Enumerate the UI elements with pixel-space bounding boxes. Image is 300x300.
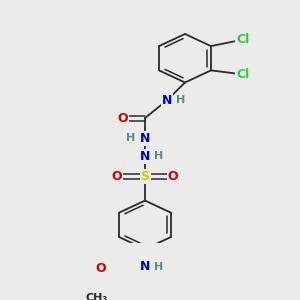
- Text: CH₃: CH₃: [86, 292, 108, 300]
- Text: S: S: [140, 170, 149, 183]
- Text: H: H: [154, 151, 164, 161]
- Text: N: N: [140, 132, 150, 145]
- Text: O: O: [96, 262, 106, 275]
- Text: Cl: Cl: [236, 33, 250, 46]
- Text: N: N: [140, 150, 150, 163]
- Text: H: H: [154, 262, 164, 272]
- Text: H: H: [126, 133, 136, 143]
- Text: O: O: [112, 170, 122, 183]
- Text: N: N: [140, 260, 150, 273]
- Text: Cl: Cl: [236, 68, 250, 81]
- Text: O: O: [118, 112, 128, 124]
- Text: O: O: [168, 170, 178, 183]
- Text: N: N: [162, 94, 172, 107]
- Text: H: H: [176, 95, 186, 105]
